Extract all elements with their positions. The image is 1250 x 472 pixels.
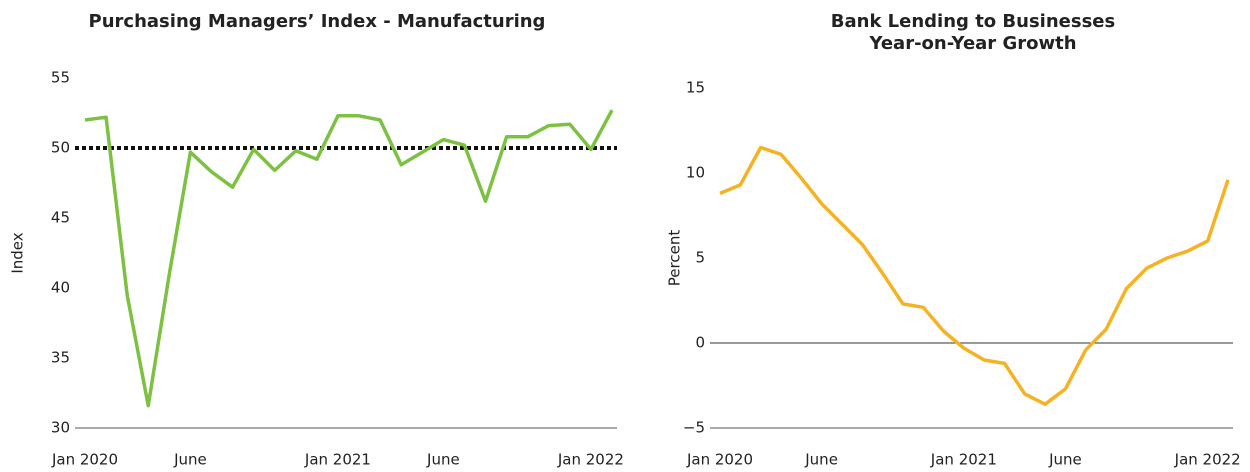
x-tick-label: June <box>173 451 207 469</box>
x-tick-label: June <box>426 451 460 469</box>
data-line <box>84 109 614 408</box>
x-tick-label: Jan 2021 <box>930 451 997 469</box>
y-tick-label: 10 <box>686 164 705 182</box>
chart-title: Year-on-Year Growth <box>868 33 1076 54</box>
y-tick-label: 45 <box>51 209 70 227</box>
y-axis-label: Index <box>9 232 27 273</box>
y-tick-label: 55 <box>51 69 70 87</box>
y-tick-label: 50 <box>51 139 70 157</box>
y-tick-label: 40 <box>51 279 70 297</box>
x-tick-label: Jan 2020 <box>51 451 118 469</box>
y-tick-label: 0 <box>695 334 705 352</box>
y-tick-label: 5 <box>695 249 705 267</box>
x-tick-label: June <box>804 451 838 469</box>
y-axis-label: Percent <box>666 230 684 287</box>
chart-title: Purchasing Managers’ Index - Manufacturi… <box>89 11 546 32</box>
x-tick-label: Jan 2022 <box>1174 451 1241 469</box>
x-tick-label: Jan 2020 <box>686 451 753 469</box>
x-tick-label: June <box>1048 451 1082 469</box>
y-tick-label: 35 <box>51 349 70 367</box>
x-tick-label: Jan 2021 <box>304 451 371 469</box>
x-tick-label: Jan 2022 <box>557 451 624 469</box>
y-tick-label: 15 <box>686 79 705 97</box>
y-tick-label: 30 <box>51 419 70 437</box>
y-tick-label: −5 <box>683 419 705 437</box>
data-line <box>719 145 1230 406</box>
chart-title: Bank Lending to Businesses <box>831 11 1115 32</box>
